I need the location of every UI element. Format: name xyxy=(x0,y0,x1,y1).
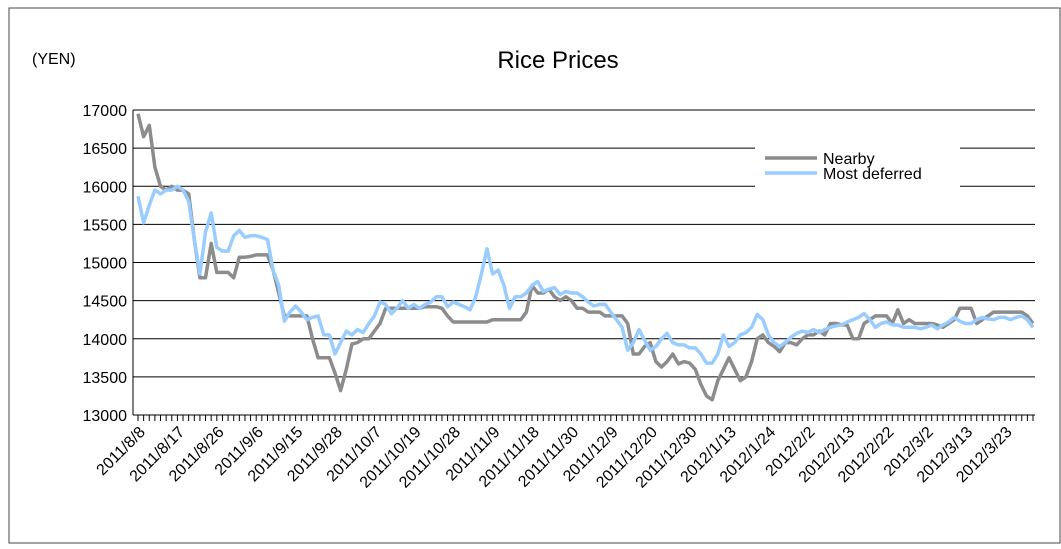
y-tick-label: 15000 xyxy=(83,256,128,273)
legend-label: Most deferred xyxy=(823,166,922,183)
chart-title: Rice Prices xyxy=(497,47,618,74)
y-tick-label: 16500 xyxy=(83,141,128,158)
series-line xyxy=(136,184,1035,365)
y-tick-label: 13000 xyxy=(83,408,128,425)
y-tick-label: 15500 xyxy=(83,217,128,234)
y-tick-label: 16000 xyxy=(83,179,128,196)
y-tick-label: 17000 xyxy=(83,103,128,120)
legend-label: Nearby xyxy=(823,151,875,168)
y-tick-label: 13500 xyxy=(83,370,128,387)
y-tick-label: 14500 xyxy=(83,294,128,311)
legend-box xyxy=(755,140,960,190)
y-tick-label: 14000 xyxy=(83,332,128,349)
chart-frame xyxy=(8,7,1061,544)
y-axis-label: (YEN) xyxy=(32,51,76,68)
